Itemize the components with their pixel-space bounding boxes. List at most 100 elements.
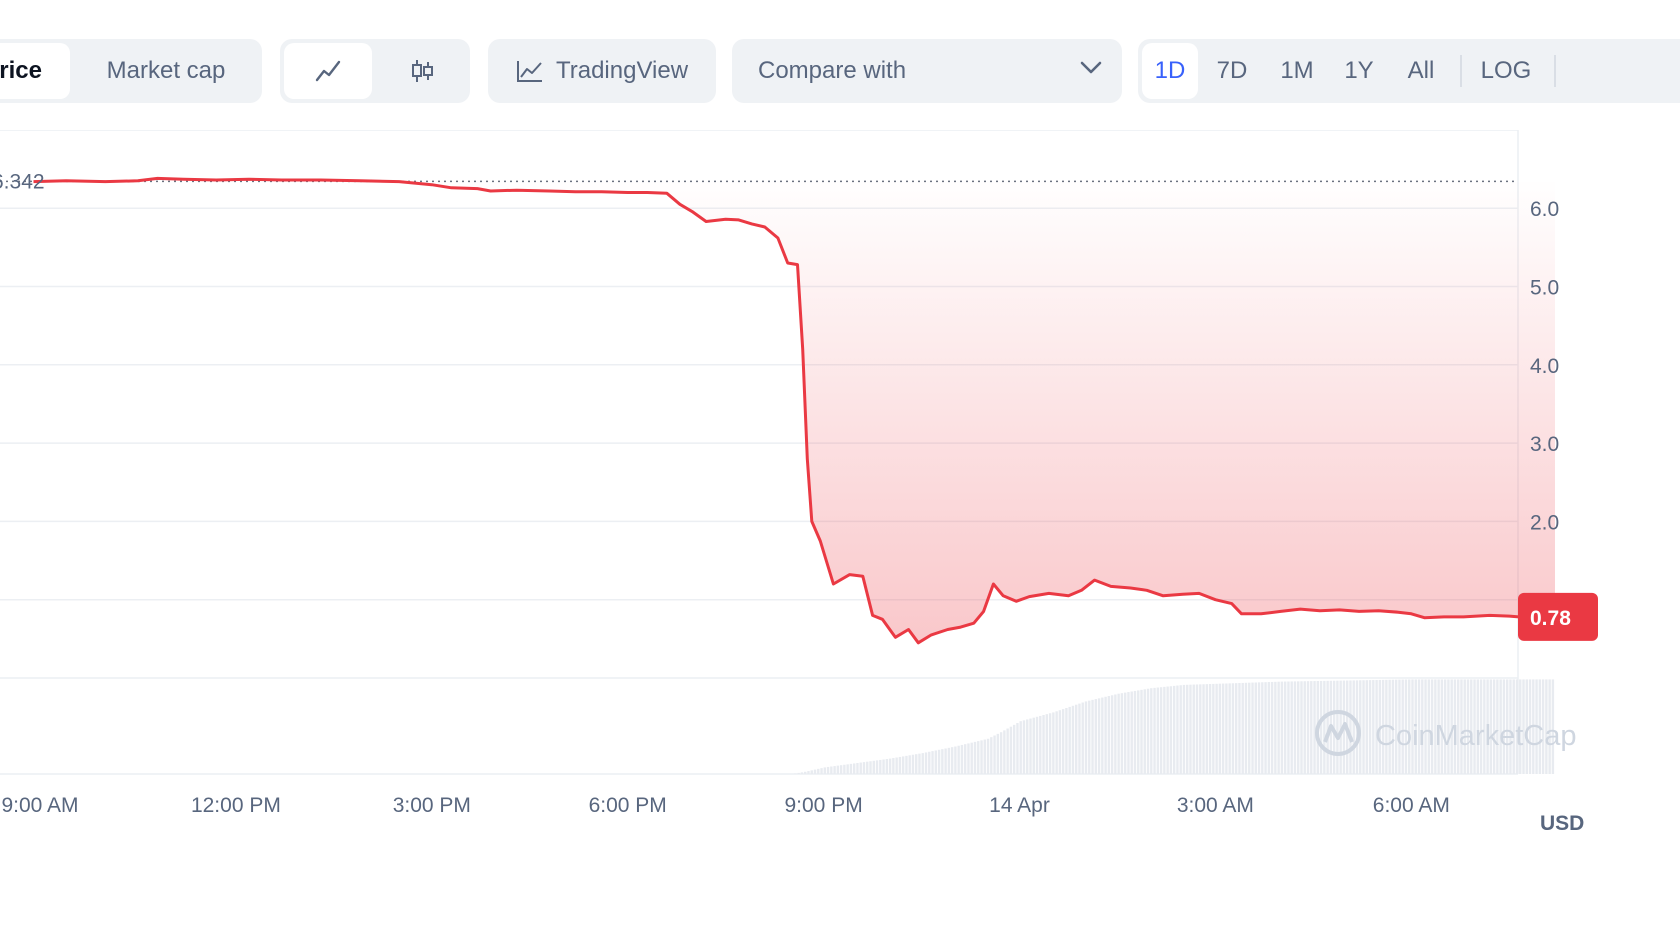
x-tick-label: 9:00 AM [1,794,78,817]
y-tick-label: 4.0 [1530,355,1559,378]
watermark-text: CoinMarketCap [1375,720,1576,752]
volume-bar [1120,693,1124,774]
line-chart-button[interactable] [284,43,372,99]
volume-bar [1381,679,1385,774]
volume-bar [1052,712,1055,774]
volume-bar [875,760,879,774]
volume-bar [1075,704,1078,774]
volume-bar [954,746,957,774]
volume-bar [1293,681,1297,774]
volume-bar [1404,679,1408,774]
volume-bar [1483,679,1486,774]
range-1y-label: 1Y [1344,57,1374,84]
volume-bar [1254,682,1257,774]
volume-bar [1466,679,1470,774]
tradingview-label: TradingView [555,57,689,84]
range-1m-label: 1M [1280,57,1314,84]
volume-bar [1505,679,1509,774]
tradingview-content: TradingView [488,43,716,99]
volume-bar [830,766,833,774]
volume-bar [960,744,964,774]
volume-bar [804,771,807,774]
volume-bar [1541,679,1545,774]
x-tick-label: 14 Apr [989,794,1050,817]
tradingview-button[interactable]: TradingView [488,39,716,103]
volume-bar [1283,681,1287,774]
volume-bar [1545,679,1548,774]
volume-bar [1453,679,1457,774]
range-1d[interactable]: 1D [1142,43,1198,99]
volume-bar [800,772,804,774]
volume-bar [1430,679,1434,774]
volume-bar [908,755,911,774]
volume-bar [879,759,882,774]
range-log[interactable]: LOG [1468,43,1544,99]
volume-bar [1137,690,1140,774]
volume-bar [1186,684,1189,774]
volume-bar [1401,679,1404,774]
range-7d[interactable]: 7D [1202,43,1262,99]
volume-bar [905,755,908,774]
volume-bar [1166,686,1169,774]
volume-bar [1156,687,1160,774]
tab-price[interactable]: Price [0,43,70,99]
volume-bar [1434,679,1437,774]
volume-bar [1130,691,1133,774]
volume-bar [967,743,970,774]
volume-bar [1241,682,1244,774]
range-1m[interactable]: 1M [1266,43,1328,99]
volume-bar [1127,692,1130,774]
volume-bar [1182,684,1186,774]
volume-bar [1303,681,1306,774]
volume-bar [1476,679,1479,774]
volume-bar [986,738,990,774]
tab-market-cap[interactable]: Market cap [74,43,258,99]
volume-bar [1228,683,1231,774]
volume-bar [817,768,820,774]
volume-bar [1012,724,1016,774]
volume-bar [1297,681,1300,774]
volume-bar [1088,700,1091,774]
volume-bar [852,763,856,774]
volume-bar [1026,719,1029,774]
volume-bar [1463,679,1466,774]
volume-bar [1208,684,1212,774]
volume-bar [1264,682,1267,774]
volume-bar [1424,679,1427,774]
compare-dropdown[interactable]: Compare with [732,39,1122,103]
volume-bar [1267,682,1271,774]
range-1y[interactable]: 1Y [1330,43,1388,99]
area-chart-icon [516,59,544,83]
candlestick-button[interactable] [378,43,466,99]
volume-bar [1280,681,1284,774]
volume-bar [807,771,810,774]
volume-bar [1319,680,1323,774]
range-log-label: LOG [1480,57,1532,84]
volume-bar [1349,680,1352,774]
volume-bar [1512,679,1515,774]
volume-bar [1140,689,1143,774]
volume-bar [1502,679,1506,774]
price-line [33,176,1556,645]
volume-bar [1032,717,1035,774]
volume-bar [947,747,951,774]
volume-bar [944,748,947,774]
volume-bar [1391,679,1395,774]
x-tick-label: 3:00 PM [393,794,471,817]
volume-bar [1153,687,1156,774]
volume-bar [1332,680,1336,774]
volume-bar [1496,679,1499,774]
volume-bar [1326,680,1329,774]
range-all[interactable]: All [1392,43,1450,99]
volume-bar [1277,681,1280,774]
price-chart[interactable]: CoinMarketCap 6.0 5.0 4.0 3.0 2.0 9:00 AM 12:0… [0,129,1680,944]
price-area-fill [33,178,1555,643]
volume-bar [1261,682,1264,774]
volume-bar [1101,697,1104,774]
volume-bar [1352,680,1355,774]
volume-bar [1368,680,1372,774]
volume-bar [1310,681,1313,774]
y-tick-label: 3.0 [1530,433,1559,456]
volume-bar [1538,679,1542,774]
volume-bar [1179,685,1182,774]
